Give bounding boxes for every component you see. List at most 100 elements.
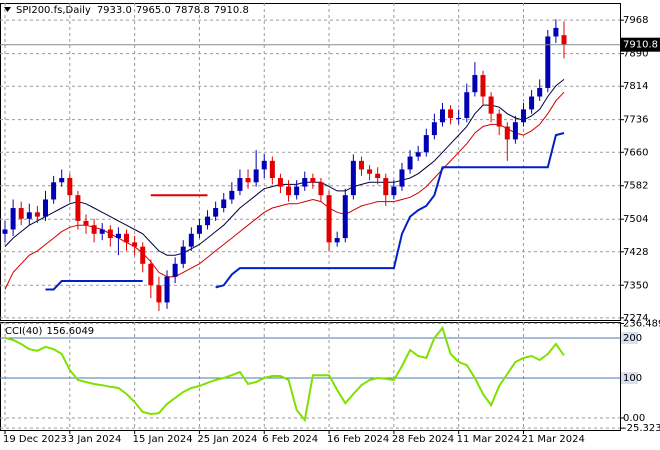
x-tick-label: 6 Feb 2024 bbox=[262, 434, 318, 445]
candle-body bbox=[367, 169, 373, 174]
candle-body bbox=[423, 135, 429, 153]
candle-body bbox=[26, 212, 32, 219]
candle-body bbox=[51, 182, 57, 200]
candle-body bbox=[302, 178, 308, 187]
candle-body bbox=[456, 117, 462, 119]
candle-body bbox=[529, 96, 535, 110]
candle-body bbox=[310, 178, 316, 183]
candle-body bbox=[439, 109, 445, 123]
last-price-box bbox=[620, 37, 660, 52]
candle-body bbox=[358, 160, 364, 170]
symbol: SPI200.fs,Daily bbox=[16, 5, 91, 16]
candle-body bbox=[2, 229, 8, 234]
candle-body bbox=[59, 178, 65, 183]
x-tick-label: 15 Jan 2024 bbox=[133, 434, 193, 445]
candle-body bbox=[10, 208, 16, 230]
candle-body bbox=[180, 246, 186, 264]
indicator-line bbox=[4, 325, 565, 423]
candle-body bbox=[415, 152, 421, 157]
plot-layer bbox=[0, 3, 620, 430]
candle-body bbox=[496, 113, 502, 127]
x-tick-label: 16 Feb 2024 bbox=[327, 434, 389, 445]
candle-body bbox=[43, 199, 49, 217]
candle-body bbox=[464, 92, 470, 118]
cci-header: CCI(40) 156.6049 bbox=[5, 326, 94, 337]
candle-body bbox=[342, 195, 348, 239]
indicator-line bbox=[4, 91, 565, 290]
candle-body bbox=[407, 156, 413, 170]
candle-body bbox=[213, 208, 219, 217]
candle-body bbox=[18, 208, 24, 219]
candle-body bbox=[229, 190, 235, 200]
chart-header: SPI200.fs,Daily 7933.0 7965.0 7878.8 7910.8 bbox=[16, 5, 249, 16]
y-tick-label: 7890 bbox=[623, 49, 648, 60]
candle-body bbox=[83, 220, 89, 226]
candle-body bbox=[472, 75, 478, 93]
candle-body bbox=[107, 229, 113, 239]
x-tick-label: 3 Jan 2024 bbox=[68, 434, 122, 445]
candle-body bbox=[172, 263, 178, 277]
candle-body bbox=[245, 178, 251, 183]
y-tick-label: 7274 bbox=[623, 313, 648, 324]
candle-body bbox=[148, 263, 154, 286]
x-tick-label: 28 Feb 2024 bbox=[392, 434, 454, 445]
candle-body bbox=[512, 122, 518, 140]
candle-body bbox=[545, 36, 551, 88]
header-value: 7933.0 bbox=[97, 5, 132, 16]
indicator-line bbox=[4, 79, 565, 256]
y-tick-label: 7350 bbox=[623, 280, 648, 291]
cci-panel-frame bbox=[0, 322, 621, 431]
candle-body bbox=[124, 233, 130, 243]
x-tick-label: 25 Jan 2024 bbox=[197, 434, 257, 445]
y-tick-label: -25.3237 bbox=[623, 423, 660, 434]
candle-body bbox=[286, 186, 292, 196]
candle-body bbox=[520, 109, 526, 123]
y-tick-label: 7736 bbox=[623, 115, 648, 126]
candle-body bbox=[164, 276, 170, 303]
candle-body bbox=[553, 27, 559, 37]
candle-body bbox=[196, 225, 202, 234]
candle-body bbox=[375, 173, 381, 179]
candle-body bbox=[75, 195, 81, 221]
last-price-label: 7910.8 bbox=[623, 40, 658, 51]
candle-body bbox=[67, 178, 73, 196]
candle-body bbox=[448, 109, 454, 118]
y-tick-label: 7968 bbox=[623, 15, 648, 26]
candle-body bbox=[156, 285, 162, 303]
candle-body bbox=[115, 233, 121, 239]
candle-body bbox=[261, 160, 267, 170]
candle-body bbox=[294, 186, 300, 196]
candle-body bbox=[334, 238, 340, 243]
candle-body bbox=[237, 178, 243, 191]
y-tick-label: 236.4892 bbox=[623, 318, 660, 329]
candle-body bbox=[132, 242, 138, 247]
x-tick-label: 11 Mar 2024 bbox=[457, 434, 520, 445]
candle-body bbox=[91, 225, 97, 234]
candle-body bbox=[140, 246, 146, 264]
candle-body bbox=[205, 216, 211, 226]
candle-body bbox=[561, 35, 567, 45]
x-tick-label: 21 Mar 2024 bbox=[521, 434, 584, 445]
y-tick-label: 7504 bbox=[623, 214, 648, 225]
candle-body bbox=[99, 229, 105, 234]
dropdown-arrow bbox=[4, 7, 11, 12]
y-tick-label: 100 bbox=[623, 373, 642, 384]
indicator-line bbox=[45, 132, 565, 291]
candle-body bbox=[504, 126, 510, 140]
y-tick-label: 7582 bbox=[623, 181, 648, 192]
candle-body bbox=[391, 186, 397, 196]
candle-body bbox=[221, 199, 227, 209]
candle-body bbox=[318, 182, 324, 196]
level-label-box bbox=[621, 332, 638, 344]
x-tick-label: 19 Dec 2023 bbox=[3, 434, 67, 445]
candle-body bbox=[480, 75, 486, 97]
y-tick-label: 0.00 bbox=[623, 413, 645, 424]
level-label-box bbox=[621, 372, 638, 384]
candle-body bbox=[488, 96, 494, 114]
candle-body bbox=[277, 178, 283, 187]
candle-body bbox=[326, 195, 332, 243]
y-tick-label: 200 bbox=[623, 333, 642, 344]
header-value: 7910.8 bbox=[214, 5, 249, 16]
cci-title: CCI(40) bbox=[5, 326, 43, 337]
